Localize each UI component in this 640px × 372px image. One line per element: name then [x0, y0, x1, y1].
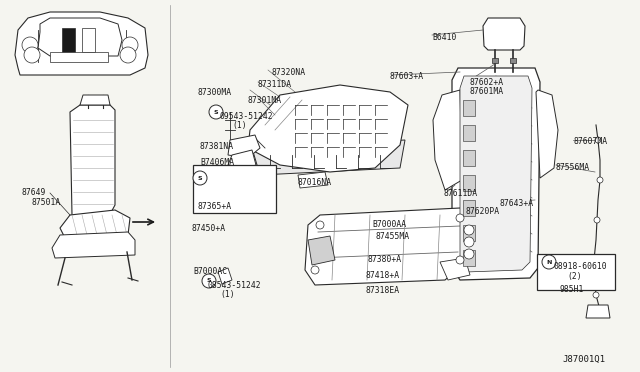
Circle shape — [456, 214, 464, 222]
Circle shape — [311, 266, 319, 274]
Text: N: N — [547, 260, 552, 264]
Text: 87601MA: 87601MA — [470, 87, 504, 96]
Text: 87016NA: 87016NA — [297, 178, 331, 187]
Polygon shape — [586, 305, 610, 318]
Text: B7000AC: B7000AC — [193, 267, 227, 276]
Circle shape — [464, 225, 474, 235]
Circle shape — [122, 37, 138, 53]
Polygon shape — [252, 140, 405, 175]
Text: 87320NA: 87320NA — [271, 68, 305, 77]
Circle shape — [193, 171, 207, 185]
Polygon shape — [452, 68, 540, 280]
Bar — [492, 58, 498, 63]
Text: 87300MA: 87300MA — [198, 88, 232, 97]
Text: 87418+A: 87418+A — [366, 271, 400, 280]
Circle shape — [120, 47, 136, 63]
Circle shape — [24, 47, 40, 63]
Bar — [463, 200, 475, 216]
Polygon shape — [228, 135, 260, 158]
Text: (1): (1) — [232, 121, 246, 130]
Text: 08918-60610: 08918-60610 — [553, 262, 607, 271]
Text: 87311DA: 87311DA — [258, 80, 292, 89]
Text: (1): (1) — [220, 290, 235, 299]
Circle shape — [464, 249, 474, 259]
Polygon shape — [218, 268, 232, 284]
Polygon shape — [52, 232, 135, 258]
Text: 87607MA: 87607MA — [573, 137, 607, 146]
Text: 87643+A: 87643+A — [500, 199, 534, 208]
Polygon shape — [62, 28, 75, 52]
Circle shape — [316, 221, 324, 229]
Text: 87602+A: 87602+A — [470, 78, 504, 87]
Polygon shape — [248, 85, 408, 172]
Circle shape — [591, 257, 597, 263]
Circle shape — [594, 217, 600, 223]
Circle shape — [456, 256, 464, 264]
Text: 985H1: 985H1 — [559, 285, 584, 294]
Circle shape — [597, 177, 603, 183]
Bar — [463, 250, 475, 266]
Text: 87450+A: 87450+A — [192, 224, 226, 233]
Bar — [463, 100, 475, 116]
Polygon shape — [433, 90, 462, 190]
Polygon shape — [228, 150, 256, 170]
Text: 87620PA: 87620PA — [466, 207, 500, 216]
Bar — [463, 150, 475, 166]
Text: J87001Q1: J87001Q1 — [562, 355, 605, 364]
Text: 87365+A: 87365+A — [198, 202, 232, 211]
Text: S: S — [207, 279, 211, 283]
Text: S: S — [214, 109, 218, 115]
Bar — [463, 225, 475, 241]
Text: S: S — [198, 176, 202, 180]
Circle shape — [209, 105, 223, 119]
Text: (2): (2) — [567, 272, 582, 281]
Polygon shape — [15, 12, 148, 75]
Circle shape — [595, 137, 601, 143]
Polygon shape — [308, 236, 335, 265]
Text: 87556MA: 87556MA — [556, 163, 590, 172]
Text: 87318EA: 87318EA — [366, 286, 400, 295]
Text: B7406MA: B7406MA — [200, 158, 234, 167]
Text: 08543-51242: 08543-51242 — [207, 281, 260, 290]
Circle shape — [593, 292, 599, 298]
Bar — [510, 58, 516, 63]
Circle shape — [202, 274, 216, 288]
Polygon shape — [60, 210, 130, 238]
Polygon shape — [460, 76, 532, 272]
Polygon shape — [70, 105, 115, 220]
Text: 87611DA: 87611DA — [443, 189, 477, 198]
Text: 87380+A: 87380+A — [368, 255, 402, 264]
Polygon shape — [38, 18, 122, 56]
Bar — [463, 175, 475, 191]
Bar — [463, 125, 475, 141]
Polygon shape — [82, 28, 95, 52]
Polygon shape — [305, 208, 472, 285]
Bar — [193, 165, 276, 213]
Polygon shape — [536, 90, 558, 178]
Circle shape — [542, 255, 556, 269]
Text: 87501A: 87501A — [31, 198, 60, 207]
Polygon shape — [298, 172, 328, 188]
Text: 87301MA: 87301MA — [248, 96, 282, 105]
Circle shape — [22, 37, 38, 53]
Bar — [537, 254, 615, 290]
Polygon shape — [440, 258, 470, 280]
Text: 87455MA: 87455MA — [375, 232, 409, 241]
Polygon shape — [80, 95, 110, 105]
Polygon shape — [50, 52, 108, 62]
Polygon shape — [483, 18, 525, 50]
Text: 09543-51242: 09543-51242 — [220, 112, 274, 121]
Circle shape — [464, 237, 474, 247]
Text: 87649: 87649 — [22, 188, 46, 197]
Text: B7000AA: B7000AA — [372, 220, 406, 229]
Text: B6410: B6410 — [432, 33, 456, 42]
Text: 87381NA: 87381NA — [200, 142, 234, 151]
Text: 87603+A: 87603+A — [390, 72, 424, 81]
